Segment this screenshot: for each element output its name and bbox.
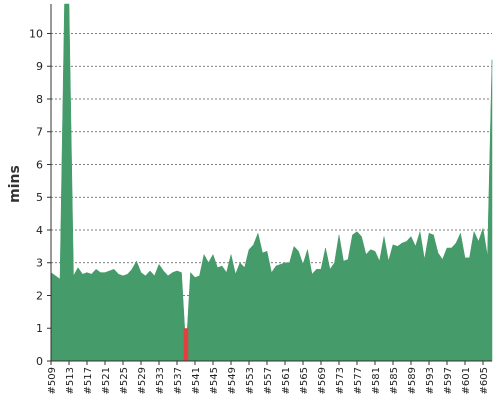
y-tick-label: 3 (36, 257, 43, 270)
x-tick-label: #573 (335, 367, 346, 394)
x-tick-label: #553 (245, 367, 256, 394)
x-tick-label: #589 (407, 367, 418, 394)
x-tick-label: #549 (227, 367, 238, 394)
x-tick-label: #513 (65, 367, 76, 394)
series-area (50, 3, 493, 362)
x-tick-label: #545 (209, 367, 220, 394)
y-axis: 0 1 2 3 4 5 6 7 8 9 10 (29, 27, 51, 368)
x-tick-label: #577 (353, 367, 364, 394)
y-tick-label: 4 (36, 224, 43, 237)
x-tick-label: #509 (47, 367, 58, 394)
x-tick-label: #541 (191, 367, 202, 394)
y-tick-label: 10 (29, 27, 43, 40)
x-tick-label: #569 (317, 367, 328, 394)
y-tick-label: 0 (36, 355, 43, 368)
y-tick-label: 2 (36, 289, 43, 302)
x-tick-label: #529 (137, 367, 148, 394)
x-tick-label: #537 (173, 367, 184, 394)
y-tick-label: 7 (36, 126, 43, 139)
y-tick-label: 8 (36, 93, 43, 106)
x-tick-label: #517 (83, 367, 94, 394)
x-tick-label: #585 (389, 367, 400, 394)
x-tick-label: #521 (101, 367, 112, 394)
highlight-bar (183, 328, 189, 361)
x-tick-label: #525 (119, 367, 130, 394)
y-axis-label: mins (7, 165, 23, 203)
y-tick-label: 6 (36, 158, 43, 171)
x-tick-label: #565 (299, 367, 310, 394)
x-tick-label: #557 (263, 367, 274, 394)
x-tick-label: #597 (443, 367, 454, 394)
x-tick-label: #605 (479, 367, 490, 394)
x-tick-label: #533 (155, 367, 166, 394)
series-area-fill (50, 3, 493, 362)
x-tick-label: #593 (425, 367, 436, 394)
x-axis: #509 #513 #517 #521 #525 #529 #533 #537 #541 #545… (47, 361, 490, 394)
x-tick-label: #601 (461, 367, 472, 394)
x-tick-label: #561 (281, 367, 292, 394)
y-tick-label: 9 (36, 60, 43, 73)
y-tick-label: 5 (36, 191, 43, 204)
y-tick-label: 1 (36, 322, 43, 335)
x-tick-label: #581 (371, 367, 382, 394)
